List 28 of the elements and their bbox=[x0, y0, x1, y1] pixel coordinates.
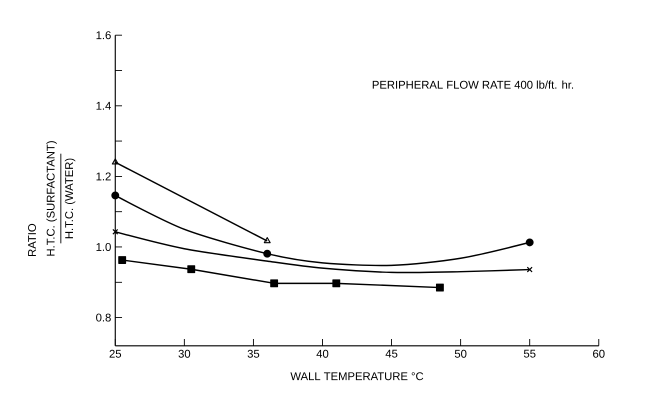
point bbox=[111, 192, 120, 200]
x-tick-label: 50 bbox=[454, 350, 466, 358]
y-tick-label: 0.8 bbox=[96, 314, 111, 322]
point bbox=[436, 284, 444, 292]
point bbox=[526, 266, 533, 273]
x-tick-label: 60 bbox=[593, 350, 605, 358]
text: H.T.C. (SURFACTANT) bbox=[46, 141, 57, 256]
point bbox=[270, 279, 278, 288]
x-tick-label: 30 bbox=[178, 350, 190, 358]
x-tick-label: 45 bbox=[386, 350, 398, 358]
y-tick-label: 1.2 bbox=[96, 172, 111, 180]
y-tick-label: 1.4 bbox=[96, 102, 111, 110]
annotation: PERIPHERAL FLOW RATE 400 lb/ft. hr. bbox=[372, 80, 574, 89]
point bbox=[332, 279, 340, 288]
x-tick-label: 40 bbox=[316, 350, 328, 358]
text: H.T.C. (WATER) bbox=[64, 158, 76, 238]
y-tick-label: 1.6 bbox=[96, 31, 111, 40]
point bbox=[112, 228, 118, 235]
point bbox=[263, 250, 272, 258]
x-tick-label: 35 bbox=[248, 350, 260, 358]
y-tick-label: 1.0 bbox=[96, 243, 111, 252]
text: RATIO bbox=[28, 224, 36, 256]
point bbox=[118, 256, 126, 264]
point bbox=[187, 265, 196, 274]
x-tick-label: 25 bbox=[110, 350, 122, 358]
point bbox=[526, 238, 534, 246]
x-tick-label: 55 bbox=[524, 350, 536, 358]
x-axis-title: WALL TEMPERATURE °C bbox=[290, 372, 424, 380]
